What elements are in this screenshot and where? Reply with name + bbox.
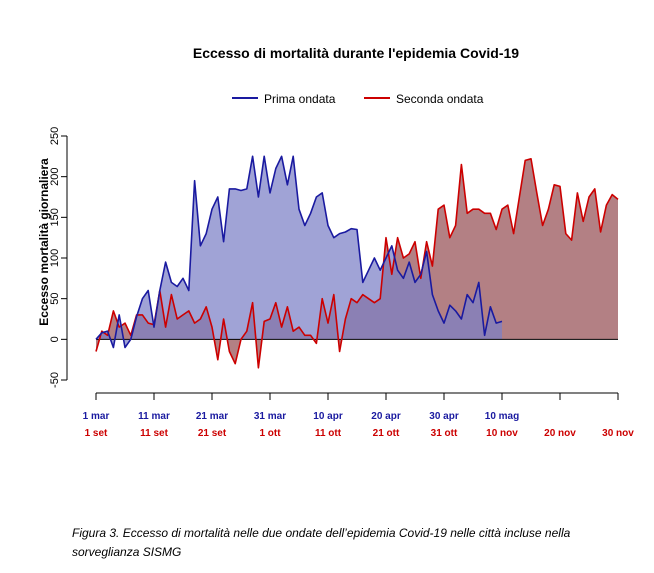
x-tick-label-seconda: 20 nov [544,428,576,439]
x-tick-label-prima: 1 mar [83,411,110,422]
chart-title: Eccesso di mortalità durante l'epidemia … [193,45,519,61]
figure-caption: Figura 3. Eccesso di mortalità nelle due… [72,526,571,559]
series-line-seconda-ondata [95,158,619,369]
area-fill-prima-ondata [96,156,502,348]
x-tick-label-seconda: 1 ott [259,428,281,439]
y-tick-label: 150 [49,208,61,226]
chart: Eccesso di mortalità durante l'epidemia … [37,45,634,439]
x-tick-label-seconda: 1 set [85,428,108,439]
legend-label-seconda: Seconda ondata [396,92,484,106]
x-tick-label-seconda: 30 nov [602,428,634,439]
x-tick-label-seconda: 11 ott [315,428,342,439]
x-tick-label-seconda: 21 ott [373,428,400,439]
x-tick-label-prima: 20 apr [371,411,401,422]
y-axis-label: Eccesso mortalità giornaliera [37,158,51,326]
y-tick-label: 0 [49,336,61,342]
y-axis: -50 0 50 100 150 200 250 [49,127,68,388]
x-tick-label-seconda: 11 set [140,428,168,439]
x-tick-label-prima: 30 apr [429,411,459,422]
y-tick-label: 50 [49,293,61,305]
y-tick-label: 250 [49,127,61,145]
y-tick-label: -50 [49,372,61,388]
legend-label-prima: Prima ondata [264,92,336,106]
x-tick-label-prima: 21 mar [196,411,228,422]
x-tick-label-prima: 31 mar [254,411,286,422]
x-tick-label-seconda: 31 ott [431,428,458,439]
x-tick-label-seconda: 10 nov [486,428,518,439]
x-tick-label-prima: 10 apr [313,411,343,422]
y-tick-label: 100 [49,249,61,267]
x-tick-label-prima: 11 mar [138,411,170,422]
x-tick-label-prima: 10 mag [485,411,519,422]
x-axis: 1 mar 1 set 11 mar 11 set 21 mar 21 set 31 mar… [83,392,634,439]
y-tick-label: 200 [49,167,61,185]
plot-area [95,155,619,369]
area-fill-seconda-ondata [96,158,618,368]
legend: Prima ondata Seconda ondata [232,92,484,106]
x-tick-label-seconda: 21 set [198,428,227,439]
series-line-prima-ondata [95,155,503,349]
